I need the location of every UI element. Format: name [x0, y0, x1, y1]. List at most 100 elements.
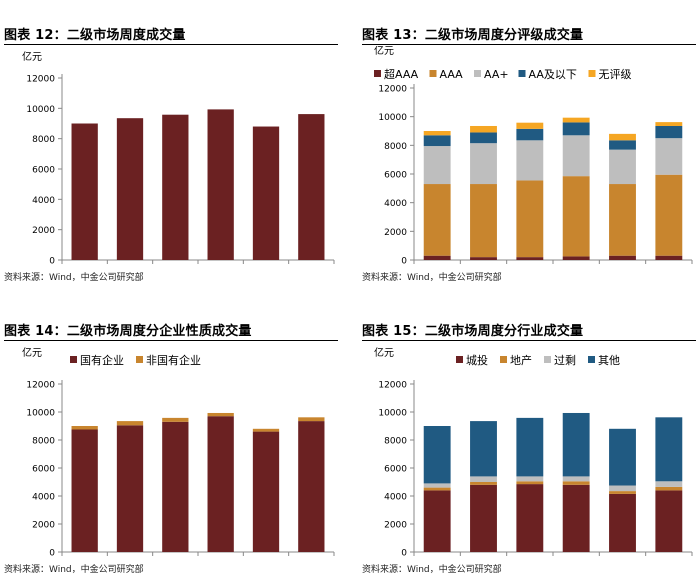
bar-segment [298, 421, 325, 552]
legend-swatch [588, 70, 596, 77]
legend-swatch [500, 356, 507, 363]
bar-segment [516, 128, 544, 141]
bar-segment [562, 484, 590, 552]
chart-panel-14: 图表 14：二级市场周度分企业性质成交量 亿元 0 2000 4000 6000 8000… [4, 318, 342, 580]
bar-segment [207, 412, 234, 417]
bar-segment [609, 493, 636, 552]
bar-segment [423, 255, 451, 260]
bar-segment [470, 184, 497, 258]
legend-label: 过剩 [554, 354, 576, 367]
bar-segment [609, 485, 636, 492]
y-tick-label: 10000 [26, 105, 55, 115]
bar-segment [609, 140, 636, 150]
legend-label: 地产 [510, 353, 532, 367]
chart-panel-15: 图表 15：二级市场周度分行业成交量 亿元 0 2000 4000 6000 8000 10… [362, 318, 698, 580]
legend-swatch [544, 356, 551, 363]
y-tick-label: 2000 [384, 228, 407, 238]
legend-label: 无评级 [599, 68, 632, 81]
source-note: 资料来源：Wind，中金公司研究部 [4, 565, 144, 575]
y-tick-label: 10000 [26, 409, 55, 419]
bar-segment [71, 429, 98, 552]
y-tick-label: 2000 [384, 521, 407, 531]
bar-segment [423, 146, 451, 185]
chart-svg: 亿元02000400060008000100001200010-0910-161… [374, 46, 693, 266]
bar-segment [655, 174, 683, 256]
unit-label: 亿元 [374, 46, 394, 57]
y-tick-label: 8000 [384, 437, 407, 447]
bar-segment [516, 417, 544, 477]
source-note: 资料来源：Wind，中金公司研究部 [4, 273, 144, 283]
legend-label: 城投 [466, 353, 488, 367]
chart-title: 图表 12：二级市场周度成交量 [4, 28, 186, 43]
bar-segment [298, 417, 325, 422]
bar-segment [470, 484, 497, 552]
bar-segment [655, 490, 683, 552]
y-tick-label: 10000 [378, 409, 407, 419]
y-tick-label: 8000 [32, 135, 55, 145]
bar-segment [298, 114, 325, 260]
legend-label: 超AAA [384, 67, 419, 81]
bar-segment [470, 143, 497, 185]
bar-segment [470, 482, 497, 485]
legend-swatch [474, 70, 481, 77]
bar-segment [609, 491, 636, 494]
legend-label: AAA [440, 68, 464, 81]
y-tick-label: 6000 [32, 166, 55, 176]
source-note: 资料来源：Wind，中金公司研究部 [362, 273, 502, 283]
bar-segment [162, 114, 189, 260]
bar-segment [71, 426, 98, 430]
y-tick-label: 12000 [26, 381, 55, 391]
bar-segment [207, 416, 234, 552]
bar-segment [562, 481, 590, 485]
bar-segment [423, 490, 451, 552]
y-tick-label: 4000 [32, 196, 55, 206]
bar-segment [423, 135, 451, 147]
bar-segment [609, 255, 636, 260]
chart-title: 图表 15：二级市场周度分行业成交量 [362, 324, 584, 339]
bar-segment [207, 109, 234, 260]
y-tick-label: 0 [49, 549, 55, 559]
bar-segment [562, 122, 590, 136]
bar-segment [470, 421, 497, 477]
bar-segment [516, 481, 544, 485]
chart-svg: 亿元02000400060008000100001200010-0910-161… [374, 346, 693, 559]
bar-segment [116, 118, 144, 260]
bar-segment [655, 417, 683, 482]
unit-label: 亿元 [374, 346, 394, 359]
bar-segment [562, 256, 590, 260]
y-tick-label: 2000 [32, 226, 55, 236]
bar-segment [423, 487, 451, 491]
bar-segment [655, 255, 683, 260]
y-tick-label: 4000 [384, 493, 407, 503]
y-tick-label: 0 [401, 549, 407, 559]
chart-svg: 亿元02000400060008000100001200010-0910-161… [22, 50, 335, 266]
bar-segment [116, 421, 144, 426]
bar-segment [609, 184, 636, 256]
bar-segment [655, 125, 683, 139]
legend-swatch [374, 70, 381, 77]
y-tick-label: 10000 [378, 113, 407, 123]
bar-segment [516, 257, 544, 260]
chart-panel-13: 图表 13：二级市场周度分评级成交量 亿元 0 2000 4000 6000 8000 10… [362, 22, 698, 284]
legend-label: AA+ [484, 68, 509, 81]
bar-segment [655, 122, 683, 126]
bar-segment [609, 428, 636, 486]
bar-segment [252, 428, 280, 432]
y-tick-label: 8000 [384, 142, 407, 152]
bar-segment [516, 484, 544, 552]
bar-segment [562, 176, 590, 257]
bar-segment [516, 140, 544, 181]
title-rule [4, 44, 338, 45]
bar-segment [423, 483, 451, 488]
y-tick-label: 12000 [378, 85, 407, 95]
bar-segment [470, 132, 497, 144]
bar-segment [252, 126, 280, 261]
legend-swatch [588, 356, 595, 363]
legend-swatch [70, 356, 77, 363]
y-tick-label: 2000 [32, 521, 55, 531]
bar-segment [609, 133, 636, 141]
bar-segment [609, 149, 636, 185]
bar-segment [516, 476, 544, 482]
bar-segment [470, 257, 497, 260]
bar-segment [516, 180, 544, 258]
